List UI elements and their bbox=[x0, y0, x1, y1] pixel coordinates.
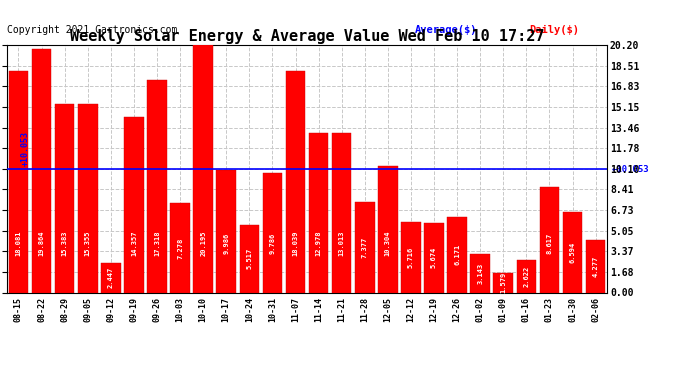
Text: 5.674: 5.674 bbox=[431, 247, 437, 268]
Bar bbox=[239, 225, 259, 292]
Bar bbox=[447, 217, 467, 292]
Bar bbox=[124, 117, 144, 292]
Bar bbox=[263, 172, 282, 292]
Text: 13.013: 13.013 bbox=[339, 231, 345, 256]
Bar bbox=[378, 166, 397, 292]
Text: 14.357: 14.357 bbox=[131, 231, 137, 256]
Text: Copyright 2021 Cartronics.com: Copyright 2021 Cartronics.com bbox=[7, 25, 177, 35]
Bar bbox=[78, 104, 97, 292]
Text: 5.716: 5.716 bbox=[408, 247, 414, 268]
Text: 6.594: 6.594 bbox=[569, 242, 575, 263]
Bar bbox=[586, 240, 605, 292]
Bar bbox=[217, 170, 236, 292]
Text: 3.143: 3.143 bbox=[477, 262, 483, 284]
Bar bbox=[424, 223, 444, 292]
Bar bbox=[193, 45, 213, 292]
Text: Average($): Average($) bbox=[415, 25, 477, 35]
Text: 15.383: 15.383 bbox=[61, 231, 68, 256]
Bar bbox=[101, 262, 121, 292]
Text: 12.978: 12.978 bbox=[315, 231, 322, 256]
Bar bbox=[309, 134, 328, 292]
Text: 9.986: 9.986 bbox=[224, 233, 229, 254]
Bar bbox=[401, 222, 421, 292]
Text: 6.171: 6.171 bbox=[454, 244, 460, 266]
Bar bbox=[355, 202, 375, 292]
Bar bbox=[286, 72, 305, 292]
Text: 18.039: 18.039 bbox=[293, 231, 299, 256]
Text: 8.617: 8.617 bbox=[546, 233, 553, 254]
Text: 10.304: 10.304 bbox=[385, 231, 391, 256]
Bar bbox=[147, 80, 167, 292]
Title: Weekly Solar Energy & Average Value Wed Feb 10 17:27: Weekly Solar Energy & Average Value Wed … bbox=[70, 29, 544, 44]
Bar bbox=[540, 187, 560, 292]
Text: 20.195: 20.195 bbox=[200, 231, 206, 256]
Text: +10.053: +10.053 bbox=[21, 130, 30, 166]
Text: 7.377: 7.377 bbox=[362, 237, 368, 258]
Bar bbox=[170, 203, 190, 292]
Bar bbox=[32, 49, 51, 292]
Text: 17.318: 17.318 bbox=[154, 231, 160, 256]
Text: Daily($): Daily($) bbox=[529, 25, 579, 35]
Bar bbox=[517, 260, 536, 292]
Text: 9.786: 9.786 bbox=[269, 233, 275, 254]
Bar bbox=[563, 212, 582, 292]
Text: 1.579: 1.579 bbox=[500, 272, 506, 294]
Text: 7.278: 7.278 bbox=[177, 237, 183, 258]
Text: 19.864: 19.864 bbox=[39, 231, 45, 256]
Bar bbox=[493, 273, 513, 292]
Text: 15.355: 15.355 bbox=[85, 231, 90, 256]
Text: 2.447: 2.447 bbox=[108, 267, 114, 288]
Text: 18.081: 18.081 bbox=[15, 231, 21, 256]
Text: 4.277: 4.277 bbox=[593, 256, 599, 277]
Bar bbox=[55, 104, 75, 292]
Text: ←10.053: ←10.053 bbox=[612, 165, 649, 174]
Text: 5.517: 5.517 bbox=[246, 248, 253, 269]
Bar bbox=[9, 71, 28, 292]
Bar bbox=[471, 254, 490, 292]
Text: 2.622: 2.622 bbox=[524, 266, 529, 287]
Bar bbox=[332, 133, 351, 292]
